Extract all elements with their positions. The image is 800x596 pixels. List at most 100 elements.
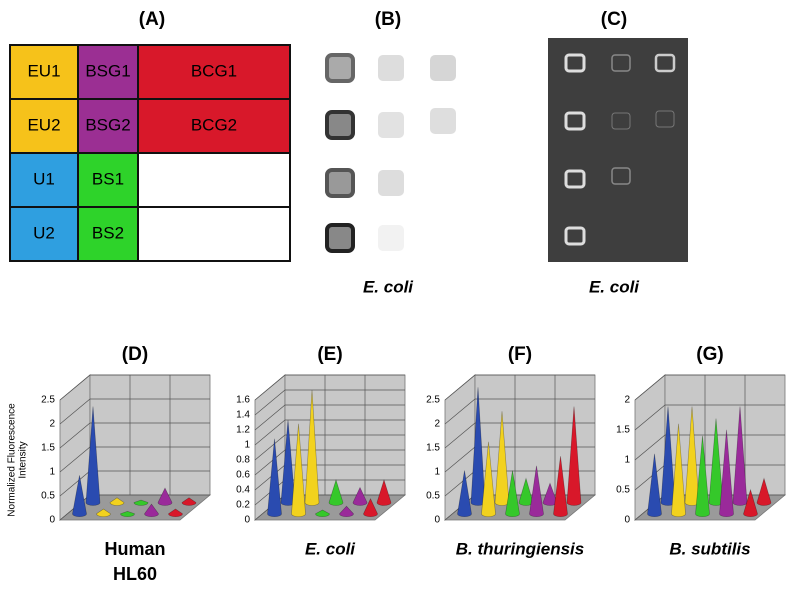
grid-line [59,374,210,401]
cell-label: BS2 [92,223,124,242]
panel-label: (A) [139,9,165,30]
grid-line [444,398,595,425]
cone [267,438,282,518]
cone [157,487,173,506]
cone [120,511,135,518]
y-tick-label: 1 [49,467,55,478]
cone [315,509,330,518]
cone [168,508,183,518]
y-tick-label: 1.5 [426,443,440,454]
grid-line [634,404,785,431]
y-tick-label: 0.8 [236,455,250,466]
cone [133,499,149,506]
y-tick-label: 2 [49,419,55,430]
y-tick-label: 0 [624,515,630,526]
y-tick-label: 0.4 [236,485,250,496]
y-tick-label: 0.2 [236,500,250,511]
cell-label: BCG2 [191,115,237,134]
cell-label: BCG1 [191,61,237,80]
probe-grid [9,44,291,262]
cone [529,465,544,518]
cell [137,44,291,100]
y-tick-label: 1 [624,455,630,466]
cone [144,503,159,518]
cone [72,475,87,518]
grid-line [254,389,405,416]
grid-line [254,449,405,476]
grid-line [254,419,405,446]
cone [291,423,306,518]
caption: E. coli [305,539,356,558]
cell [77,44,139,100]
y-tick-label: 1 [434,467,440,478]
cone [304,389,320,506]
cell-label: BS1 [92,169,124,188]
grid-line [59,398,210,425]
grid-line [634,434,785,461]
grid-line [254,374,405,401]
y-tick-label: 0.6 [236,470,250,481]
cone [553,456,568,518]
chart-title: (F) [508,344,532,365]
cell [137,152,291,208]
y-tick-label: 0 [434,515,440,526]
grid-line [634,374,785,401]
caption: E. coli [589,277,640,296]
cone [695,435,710,518]
cone [756,477,772,506]
cell [9,206,79,262]
grid-line [254,404,405,431]
y-tick-label: 2.5 [41,395,55,406]
cone [85,406,101,506]
cone [109,497,125,506]
grid-line [59,446,210,473]
cell-label: EU2 [27,115,60,134]
cone [376,478,392,506]
blot-image [325,53,456,253]
y-tick-label: 0 [49,515,55,526]
caption: HL60 [113,564,157,584]
grid-labels: EU1 BSG1 BCG1 EU2 BSG2 BCG2 U1 BS1 U2 BS… [27,61,237,242]
y-tick-label: 1 [244,440,250,451]
y-tick-label: 1.5 [41,443,55,454]
cell-label: U2 [33,223,55,242]
cone [328,478,344,506]
y-tick-label: 2 [434,419,440,430]
chart-title: (E) [317,344,342,365]
y-axis-label: Normalized Fluorescence [7,403,18,517]
y-tick-label: 2.5 [426,395,440,406]
y-tick-label: 0.5 [616,485,630,496]
grid-line [444,422,595,449]
cone [566,406,582,506]
caption: E. coli [363,277,414,296]
y-tick-label: 1.2 [236,425,250,436]
y-tick-label: 0.5 [426,491,440,502]
y-axis-label: Intensity [18,441,29,478]
chart-title: (G) [696,344,723,365]
y-tick-label: 0 [244,515,250,526]
cell-label: BSG1 [85,61,130,80]
y-tick-label: 1.6 [236,395,250,406]
y-tick-label: 2 [624,395,630,406]
panel-label: (B) [375,9,401,30]
fluorescence-image [548,38,688,262]
cone [647,453,662,518]
cone [363,498,378,518]
cone [671,423,686,518]
caption: B. subtilis [669,539,750,558]
grid-line [59,422,210,449]
cone [457,470,472,518]
grid-line [254,434,405,461]
chart-title: (D) [122,344,148,365]
cone [181,497,197,506]
caption: B. thuringiensis [456,539,584,558]
back-wall [89,374,211,496]
cell [77,152,139,208]
cone [481,441,496,518]
grid-line [444,374,595,401]
cone [96,508,111,518]
y-tick-label: 0.5 [41,491,55,502]
y-tick-label: 1.5 [616,425,630,436]
